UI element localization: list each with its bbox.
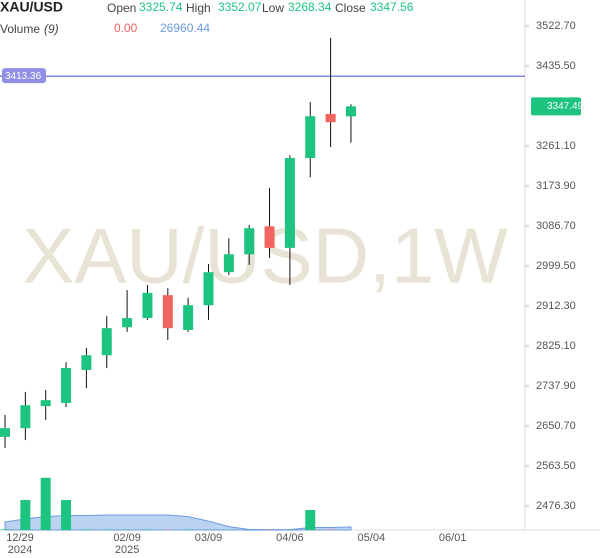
candle-body (264, 226, 275, 248)
candle-body (162, 295, 173, 329)
candle-body (203, 272, 214, 306)
volume-label: Volume (0, 22, 40, 36)
chart-title: XAU/USD (0, 0, 63, 15)
last-price-tag (531, 97, 581, 116)
candle-body (61, 368, 72, 403)
x-tick-label: 12/29 (6, 532, 34, 544)
legend-value: 3347.56 (370, 0, 414, 14)
y-tick-label: 3086.70 (536, 220, 576, 232)
y-tick-label: 3522.70 (536, 20, 576, 32)
legend-value: 3268.34 (288, 0, 332, 14)
volume-ma-value: 26960.44 (160, 21, 210, 35)
volume-bar (40, 477, 51, 530)
candle-body (20, 405, 31, 429)
price-line-tag (2, 68, 46, 84)
x-year-label: 2024 (8, 544, 32, 556)
volume-bar (81, 529, 92, 530)
legend-value: 3325.74 (139, 0, 183, 14)
candle-body (345, 106, 356, 117)
y-tick-label: 2825.10 (536, 340, 576, 352)
candle-body (183, 305, 194, 330)
y-tick-label: 3435.50 (536, 60, 576, 72)
legend-label: Low (262, 1, 284, 15)
y-tick-label: 2476.30 (536, 500, 576, 512)
watermark: XAU/USD,1W (22, 212, 508, 300)
legend-value: 3352.07 (218, 0, 262, 14)
candle-body (101, 328, 112, 356)
candle-body (244, 228, 255, 255)
x-tick-label: 02/09 (113, 532, 141, 544)
x-tick-label: 06/01 (439, 532, 467, 544)
y-tick-label: 3173.90 (536, 180, 576, 192)
legend-label: High (186, 1, 211, 15)
x-tick-label: 05/04 (358, 532, 386, 544)
candle-body (325, 113, 336, 123)
volume-period: (9) (44, 22, 59, 36)
volume-bar (61, 500, 72, 530)
candle-body (284, 157, 295, 248)
legend-label: Close (335, 1, 366, 15)
y-tick-label: 2650.70 (536, 420, 576, 432)
volume-value: 0.00 (114, 21, 138, 35)
y-tick-label: 2912.30 (536, 300, 576, 312)
y-tick-label: 2999.50 (536, 260, 576, 272)
price-line-label: 3413.36 (5, 71, 42, 82)
volume-bar (20, 500, 31, 530)
volume-bar (305, 510, 316, 530)
y-tick-label: 2737.90 (536, 380, 576, 392)
candle-body (223, 254, 234, 273)
x-tick-label: 03/09 (195, 532, 223, 544)
y-tick-label: 2563.50 (536, 460, 576, 472)
last-price-label: 3347.49 (547, 101, 584, 112)
candle-body (122, 318, 133, 328)
candle-body (0, 428, 10, 437)
x-tick-label: 04/06 (276, 532, 304, 544)
volume-ma-area (4, 514, 352, 531)
x-year-label: 2025 (115, 544, 139, 556)
candle-body (142, 292, 153, 319)
volume-bar (0, 529, 10, 530)
candle-body (40, 400, 51, 407)
candle-body (305, 116, 316, 158)
candle-body (81, 355, 92, 370)
y-tick-label: 3261.10 (536, 140, 576, 152)
legend-label: Open (107, 1, 136, 15)
